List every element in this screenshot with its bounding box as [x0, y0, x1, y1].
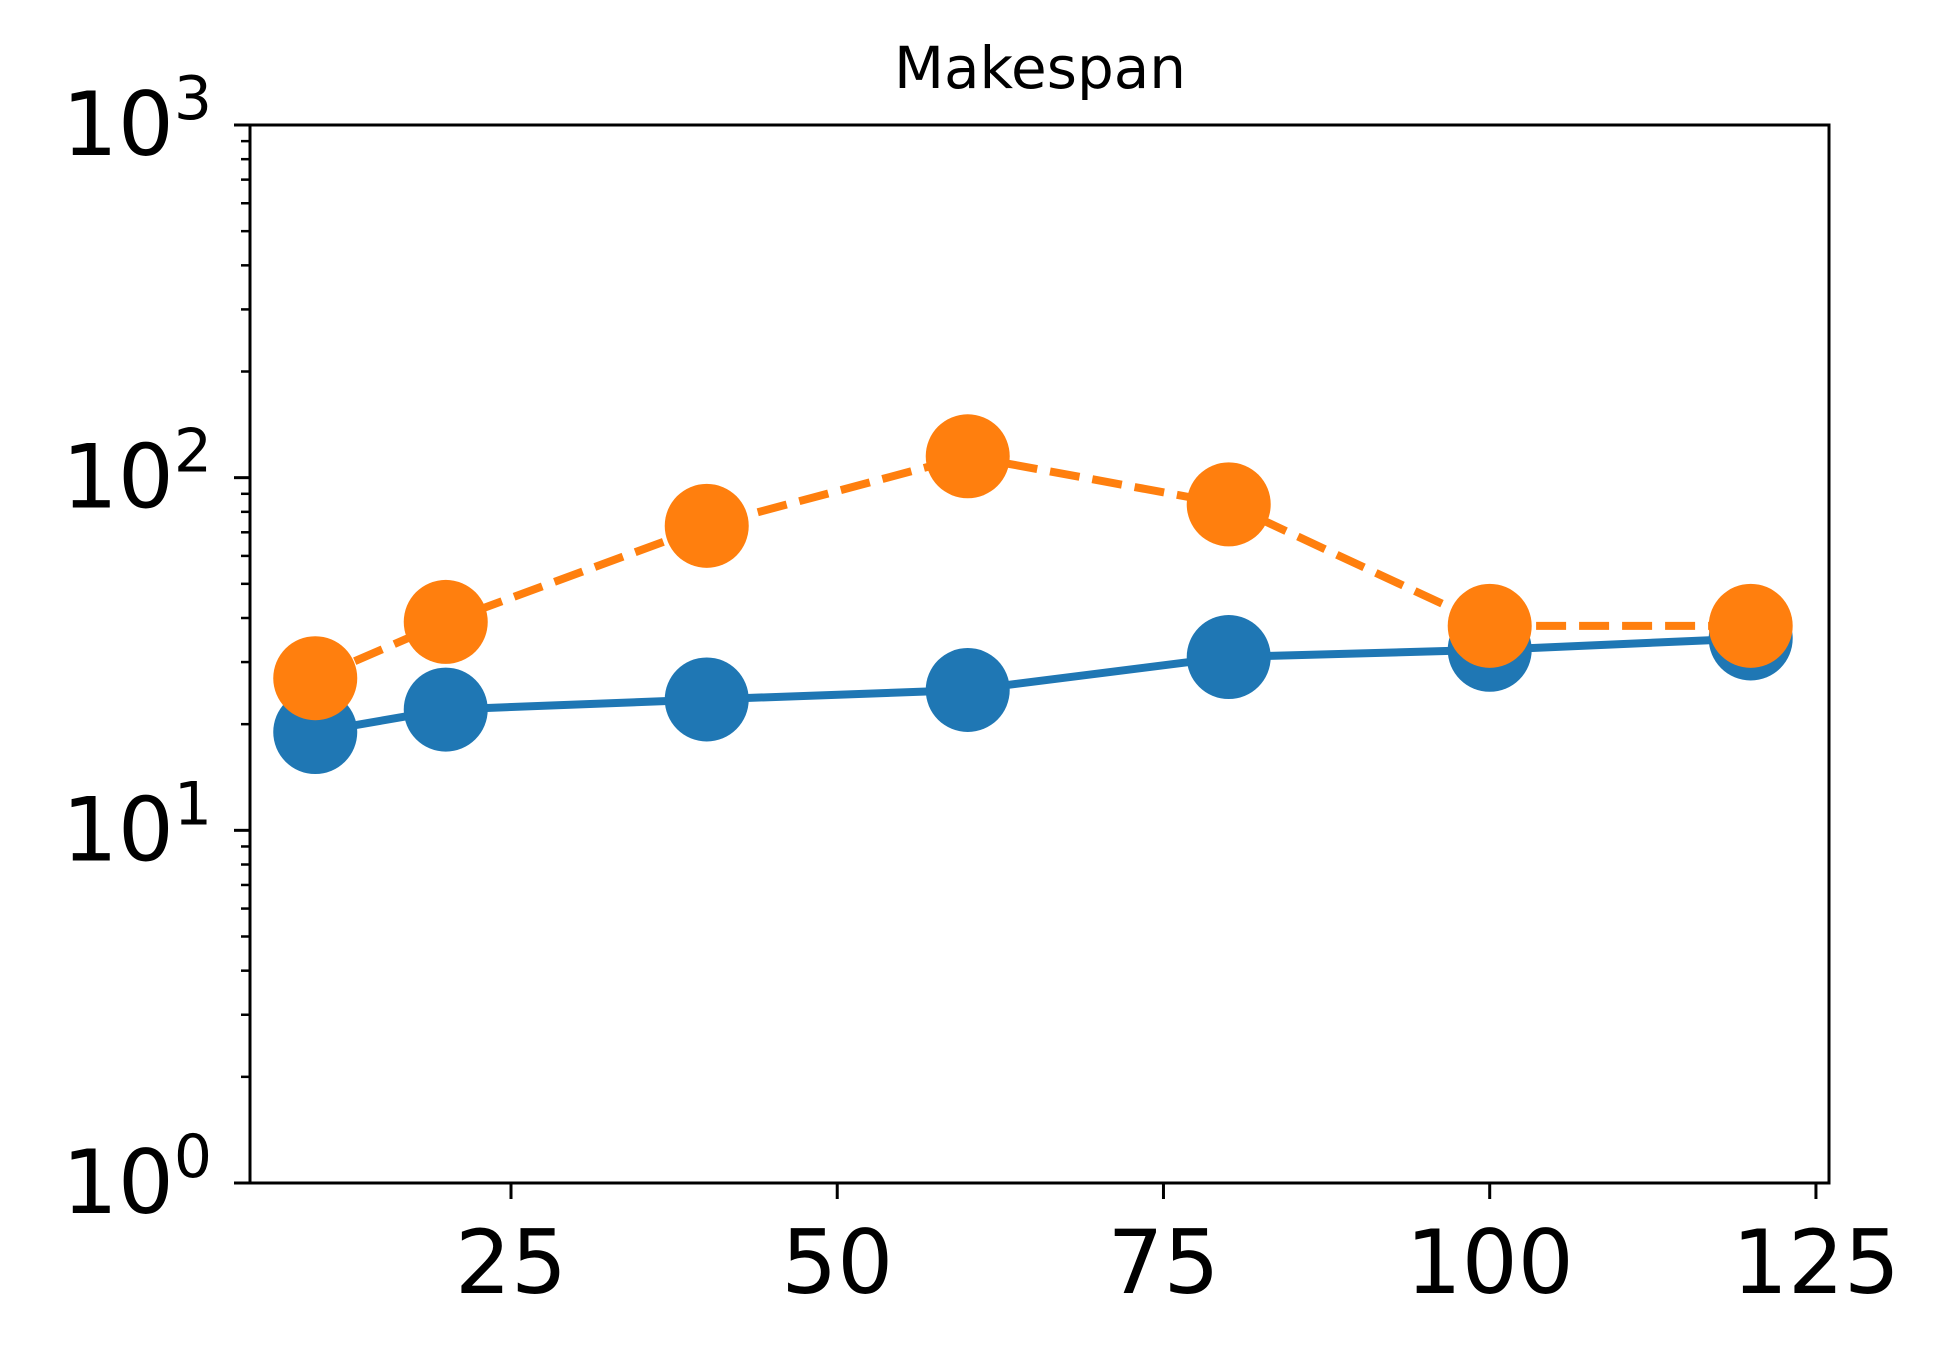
x-tick-label: 50 — [781, 1211, 893, 1314]
y-tick-label-base: 10 — [62, 73, 174, 176]
series-1-point — [1186, 615, 1271, 700]
y-tick-label-exponent: 0 — [174, 1122, 212, 1192]
series-1-point — [925, 647, 1010, 732]
x-axis: 25 50 75 100 125 — [455, 1183, 1900, 1314]
y-tick-label-exponent: 3 — [174, 64, 212, 134]
series-1-point — [403, 667, 488, 752]
x-tick-label: 125 — [1732, 1211, 1900, 1314]
plot-frame — [248, 123, 1831, 1185]
x-tick-label: 25 — [455, 1211, 567, 1314]
series-1-point — [664, 657, 749, 742]
chart-title: Makespan — [894, 34, 1186, 102]
y-tick-label-base: 10 — [62, 426, 174, 529]
x-tick-label: 100 — [1406, 1211, 1574, 1314]
series-2-point — [1708, 583, 1793, 668]
series-2-point — [664, 483, 749, 568]
y-tick-label-base: 10 — [62, 1131, 174, 1234]
x-tick-label: 75 — [1107, 1211, 1219, 1314]
y-tick-label: 103 — [62, 64, 212, 176]
series-2-point — [273, 636, 358, 721]
y-tick-label-base: 10 — [62, 778, 174, 881]
series-2-point — [925, 414, 1010, 499]
y-tick-label-exponent: 2 — [174, 417, 212, 487]
series-2-point — [1186, 462, 1271, 547]
y-tick-label: 102 — [62, 417, 212, 529]
y-tick-label-exponent: 1 — [174, 769, 212, 839]
y-tick-label: 100 — [62, 1122, 212, 1234]
y-tick-label: 101 — [62, 769, 212, 881]
plot-series — [273, 414, 1793, 775]
series-2-point — [1447, 583, 1532, 668]
series-2-point — [403, 579, 488, 664]
